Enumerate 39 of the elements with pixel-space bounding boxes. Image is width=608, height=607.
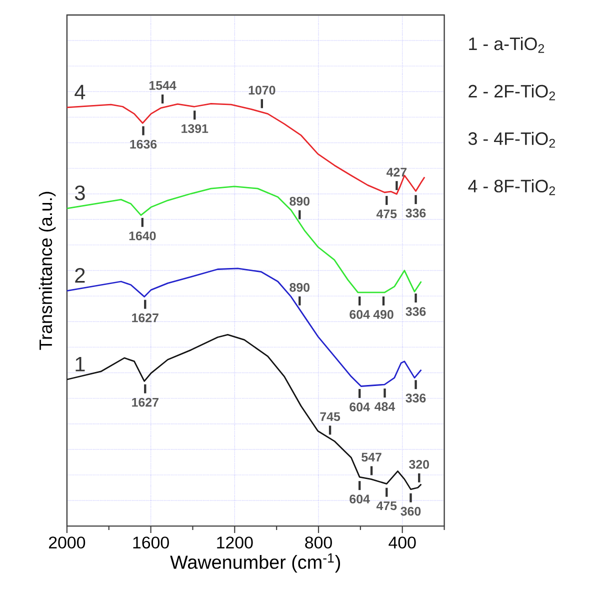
x-tick-label: 800 [305,536,332,549]
annotation: 427 [386,168,407,176]
annotation: 604 [350,494,370,504]
annotation: 1636 [130,140,157,149]
annotation: 1070 [248,86,276,95]
annotation: 360 [400,506,421,516]
series-label: 4 [74,84,86,100]
annotation: 547 [362,452,382,462]
annotation: 604 [350,402,370,412]
annotation: 1544 [149,81,176,90]
annotation: 745 [320,412,340,422]
text: 1 - a-TiO$_{2}$ [469,37,544,53]
x-tick-label: 1600 [133,536,169,549]
series-label: 2 [75,268,85,283]
series-label: 1 [76,356,85,372]
x-tick-label: 1200 [217,536,253,549]
text: 2 - 2F-TiO$_{2}$ [468,84,555,100]
annotation: 336 [406,394,426,403]
x-tick-label: 400 [388,536,416,549]
x-tick-label: 2000 [49,536,86,549]
annotation: 475 [376,501,397,510]
text: 3 - 4F-TiO$_{2}$ [468,132,555,148]
y-axis-title: Transmittance (a.u.) [38,192,56,350]
annotation: 1627 [132,398,158,407]
x-axis-title: Wawenumber (cm$^{-1}$) [170,553,340,573]
annotation: 475 [376,210,397,218]
annotation: 890 [290,196,310,206]
annotation: 604 [350,310,370,319]
annotation: 1640 [129,232,156,240]
annotation: 336 [406,208,426,218]
series-label: 3 [74,185,85,200]
annotation: 1391 [182,124,208,134]
annotation: 490 [373,310,394,319]
annotation: 1627 [132,313,158,322]
annotation: 484 [374,402,396,411]
text: 4 - 8F-TiO$_{2}$ [468,179,555,196]
annotation: 890 [290,283,310,292]
annotation: 336 [406,307,426,316]
annotation: 320 [409,460,429,469]
